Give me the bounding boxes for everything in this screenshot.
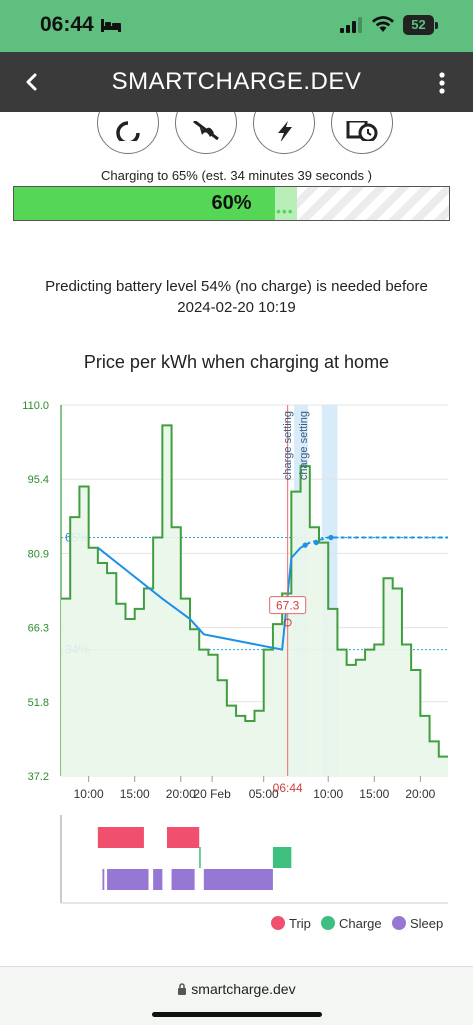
prediction-line-2: 2024-02-20 10:19 bbox=[177, 299, 296, 316]
signal-icon bbox=[340, 17, 362, 33]
y-tick-label: 37.2 bbox=[28, 771, 49, 783]
now-time-label: 06:44 bbox=[273, 781, 303, 795]
prediction-line-1: Predicting battery level 54% (no charge)… bbox=[45, 278, 428, 295]
browser-bottom-bar: smartcharge.dev bbox=[0, 966, 473, 1025]
url-text: smartcharge.dev bbox=[191, 981, 296, 997]
legend-trip-dot bbox=[271, 916, 285, 930]
legend-item-trip[interactable]: Trip bbox=[271, 916, 311, 931]
x-tick-label: 10:00 bbox=[313, 787, 343, 801]
lock-icon bbox=[178, 983, 187, 995]
prediction-text: Predicting battery level 54% (no charge)… bbox=[0, 276, 473, 318]
battery-cap bbox=[435, 22, 438, 29]
progress-target-segment bbox=[275, 187, 297, 220]
wifi-icon bbox=[372, 16, 394, 32]
schedule-icon bbox=[346, 121, 378, 141]
back-arrow-icon[interactable] bbox=[18, 68, 46, 96]
charging-status-text: Charging to 65% (est. 34 minutes 39 seco… bbox=[101, 168, 372, 183]
legend-item-charge[interactable]: Charge bbox=[321, 916, 382, 931]
battery-forecast-point bbox=[313, 539, 319, 546]
legend-charge-label: Charge bbox=[339, 916, 382, 931]
now-value-box bbox=[269, 596, 307, 615]
home-indicator bbox=[152, 1012, 322, 1017]
trip-block bbox=[166, 827, 200, 848]
legend-sleep-label: Sleep bbox=[410, 916, 444, 931]
price-area bbox=[61, 425, 448, 776]
bed-icon bbox=[101, 19, 121, 32]
battery-forecast-point bbox=[302, 542, 308, 548]
x-tick-label: 05:00 bbox=[249, 787, 279, 801]
more-vert-icon[interactable] bbox=[430, 70, 454, 96]
progress-fill bbox=[14, 187, 275, 220]
status-time: 06:44 bbox=[40, 13, 94, 36]
legend-item-sleep[interactable]: Sleep bbox=[392, 916, 443, 931]
battery-level: 52 bbox=[411, 17, 426, 32]
legend-trip-label: Trip bbox=[289, 916, 311, 931]
status-bar: 06:44 52 bbox=[0, 0, 473, 52]
x-tick-label: 20 Feb bbox=[193, 787, 231, 801]
x-tick-label: 20:00 bbox=[166, 787, 196, 801]
trip-block bbox=[97, 827, 144, 848]
sleep-block bbox=[153, 869, 163, 890]
price-line bbox=[61, 424, 448, 758]
sleep-block bbox=[102, 869, 105, 890]
fan-icon bbox=[193, 121, 219, 141]
price-chart: 110.095.480.966.351.837.265%34%67.3charg… bbox=[22, 400, 448, 904]
x-tick-label: 10:00 bbox=[74, 787, 104, 801]
app-bar: SMARTCHARGE.DEV bbox=[0, 52, 473, 112]
y-tick-label: 110.0 bbox=[22, 400, 49, 412]
charge-block bbox=[272, 847, 292, 868]
sleep-block bbox=[203, 869, 273, 890]
sleep-block bbox=[171, 869, 195, 890]
y-tick-label: 95.4 bbox=[28, 474, 49, 486]
refresh-icon bbox=[116, 121, 140, 141]
now-marker bbox=[283, 618, 292, 627]
charge-block bbox=[199, 847, 201, 868]
x-tick-label: 15:00 bbox=[359, 787, 389, 801]
chart-title: Price per kWh when charging at home bbox=[83, 352, 390, 372]
y-tick-label: 51.8 bbox=[28, 697, 49, 709]
lightning-icon bbox=[278, 121, 292, 141]
battery-line bbox=[97, 546, 302, 651]
charge-setting-label: charge setting bbox=[298, 411, 310, 480]
sleep-block bbox=[107, 869, 149, 890]
charge-setting-label: charge setting bbox=[282, 411, 294, 480]
battery-forecast-point bbox=[328, 534, 334, 541]
url-bar[interactable]: smartcharge.dev bbox=[0, 981, 473, 997]
legend-sleep-dot bbox=[392, 916, 406, 930]
legend-charge-dot bbox=[321, 916, 335, 930]
x-tick-label: 20:00 bbox=[405, 787, 435, 801]
app-title: SMARTCHARGE.DEV bbox=[111, 68, 362, 95]
x-tick-label: 15:00 bbox=[120, 787, 150, 801]
y-tick-label: 66.3 bbox=[28, 623, 49, 635]
battery-progress-bar: ••• 60% bbox=[13, 186, 450, 221]
battery-icon: 52 bbox=[403, 15, 434, 35]
progress-dots: ••• bbox=[276, 203, 294, 219]
progress-label: 60% bbox=[211, 192, 252, 214]
now-value-label: 67.3 bbox=[276, 599, 300, 613]
y-tick-label: 80.9 bbox=[28, 548, 49, 560]
